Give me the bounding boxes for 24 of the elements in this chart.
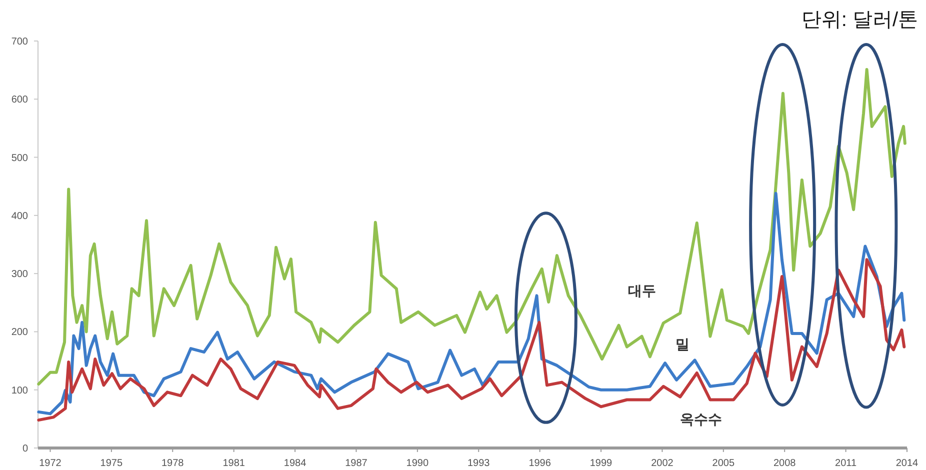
y-tick-label: 600 (11, 94, 28, 106)
x-tick-label: 1990 (406, 458, 429, 469)
x-tick-label: 1975 (100, 458, 123, 469)
y-tick-label: 200 (11, 327, 28, 338)
text: 단위: 달러/톤 (801, 9, 918, 31)
x-tick-label: 1996 (528, 458, 552, 469)
x-tick-label: 1993 (467, 458, 490, 469)
y-tick-label: 100 (11, 385, 28, 396)
y-tick-label: 700 (11, 36, 28, 48)
x-tick-label: 2005 (712, 458, 735, 469)
x-tick-label: 1981 (222, 458, 246, 469)
x-tick-label: 2014 (896, 458, 919, 469)
x-tick-label: 2008 (773, 458, 796, 469)
y-tick-label: 400 (11, 210, 28, 222)
x-tick-label: 1999 (590, 458, 613, 469)
x-tick-label: 1984 (284, 458, 307, 469)
x-tick-label: 1987 (345, 458, 368, 469)
x-tick-label: 2011 (835, 458, 857, 469)
y-tick-label: 0 (22, 444, 28, 454)
x-tick-label: 2002 (651, 458, 674, 469)
y-tick-label: 500 (11, 152, 28, 164)
x-tick-label: 1972 (39, 458, 62, 469)
x-tick-label: 1978 (162, 458, 184, 469)
y-tick-label: 300 (11, 269, 28, 280)
